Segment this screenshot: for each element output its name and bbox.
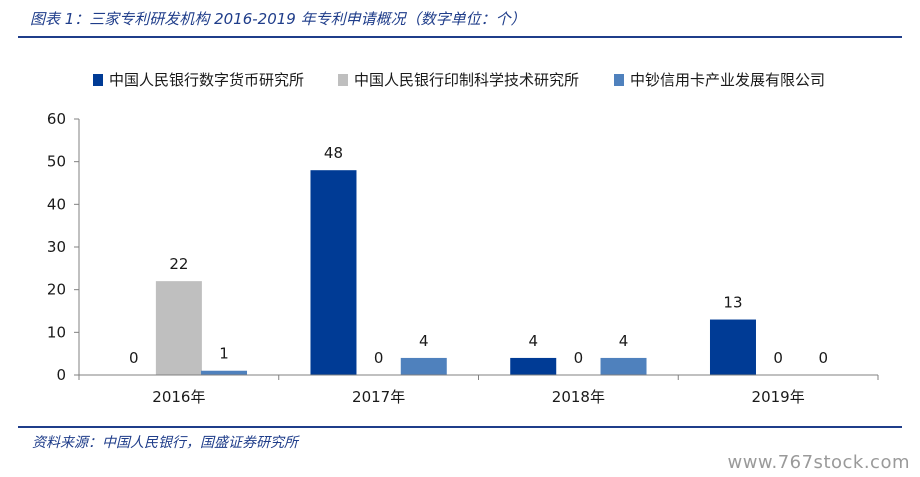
y-tick-label: 60 (47, 110, 66, 128)
data-label: 22 (169, 255, 188, 273)
legend-label: 中国人民银行数字货币研究所 (109, 71, 304, 89)
data-labels: 0 22 1 48 0 4 4 0 4 13 0 0 (129, 144, 828, 367)
y-tick-label: 20 (47, 281, 66, 299)
data-label: 0 (773, 349, 783, 367)
x-tick-label: 2017年 (352, 388, 405, 406)
legend-swatch (338, 74, 348, 86)
bar (709, 319, 756, 375)
bars (155, 170, 756, 375)
bar-chart: 中国人民银行数字货币研究所 中国人民银行印制科学技术研究所 中钞信用卡产业发展有限公… (47, 71, 879, 406)
y-tick-label: 10 (47, 323, 66, 341)
bar (510, 357, 557, 375)
legend-label: 中钞信用卡产业发展有限公司 (630, 71, 825, 89)
x-tick-label: 2019年 (752, 388, 805, 406)
data-label: 4 (619, 332, 629, 350)
x-axis: 2016年 2017年 2018年 2019年 (78, 374, 879, 406)
y-tick-label: 0 (56, 366, 66, 384)
title-rule (18, 36, 902, 38)
y-tick-label: 40 (47, 195, 66, 213)
data-label: 0 (574, 349, 584, 367)
bar (400, 357, 447, 375)
source-note: 资料来源：中国人民银行，国盛证券研究所 (32, 435, 298, 451)
bar (201, 370, 248, 375)
source-rule (18, 426, 902, 428)
data-label: 1 (219, 345, 229, 363)
y-tick-label: 50 (47, 153, 66, 171)
y-tick-label: 30 (47, 238, 66, 256)
data-label: 13 (723, 294, 742, 312)
data-label: 0 (129, 349, 139, 367)
bar (310, 170, 357, 375)
data-label: 4 (528, 332, 538, 350)
bar (155, 281, 202, 375)
data-label: 0 (374, 349, 384, 367)
x-tick-label: 2016年 (152, 388, 205, 406)
figure-title: 图表 1：三家专利研发机构 2016-2019 年专利申请概况（数字单位：个） (30, 10, 526, 28)
x-tick-label: 2018年 (552, 388, 605, 406)
legend-label: 中国人民银行印制科学技术研究所 (354, 71, 579, 89)
watermark: www.767stock.com (727, 452, 910, 473)
bar (600, 357, 647, 375)
legend-swatch (93, 74, 103, 86)
chart-legend: 中国人民银行数字货币研究所 中国人民银行印制科学技术研究所 中钞信用卡产业发展有限公… (93, 71, 825, 89)
data-label: 0 (818, 349, 828, 367)
data-label: 4 (419, 332, 429, 350)
data-label: 48 (324, 144, 343, 162)
y-axis: 0 10 20 30 40 50 60 (47, 110, 80, 384)
legend-swatch (614, 74, 624, 86)
